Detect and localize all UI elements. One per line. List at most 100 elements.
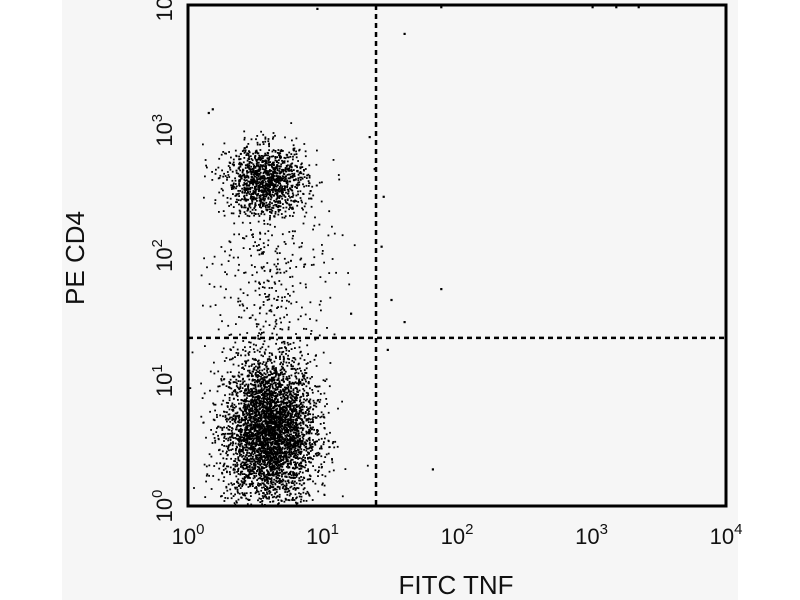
- data-point: [283, 420, 286, 423]
- data-point: [269, 458, 272, 461]
- data-point: [261, 466, 264, 469]
- data-point: [277, 435, 280, 438]
- data-point: [266, 448, 269, 451]
- data-point: [228, 381, 231, 383]
- data-point: [241, 387, 244, 389]
- data-point: [269, 449, 271, 451]
- data-point: [250, 388, 253, 391]
- data-point: [244, 213, 247, 215]
- data-point: [289, 439, 292, 442]
- data-point: [241, 470, 244, 473]
- data-point: [295, 377, 298, 380]
- data-point: [266, 386, 268, 389]
- data-point: [247, 359, 250, 362]
- data-point: [248, 351, 251, 353]
- data-point: [297, 414, 300, 417]
- data-point: [295, 194, 298, 197]
- data-point: [279, 157, 282, 160]
- data-point: [296, 439, 299, 442]
- data-point: [318, 401, 321, 403]
- data-point: [302, 395, 305, 397]
- data-point: [249, 180, 251, 183]
- data-point: [296, 456, 299, 458]
- data-point: [268, 155, 271, 158]
- data-point: [288, 361, 290, 364]
- data-point: [280, 443, 283, 445]
- data-point: [221, 429, 224, 431]
- data-point: [252, 417, 255, 420]
- data-point: [232, 453, 235, 456]
- data-point: [285, 376, 288, 378]
- data-point: [264, 417, 267, 420]
- data-point: [268, 434, 270, 437]
- data-point: [264, 169, 267, 172]
- data-point: [233, 222, 236, 225]
- data-point: [303, 215, 306, 218]
- data-point: [214, 199, 217, 201]
- data-point: [264, 348, 267, 351]
- data-point: [262, 396, 264, 399]
- data-point: [282, 405, 285, 408]
- data-point: [253, 358, 256, 361]
- data-point: [303, 405, 305, 408]
- data-point: [311, 391, 314, 394]
- data-point: [275, 402, 277, 404]
- data-point: [259, 442, 262, 445]
- data-point: [291, 451, 293, 454]
- data-point: [251, 197, 254, 200]
- data-point: [238, 421, 241, 424]
- data-point: [258, 447, 261, 450]
- data-point: [244, 467, 247, 470]
- data-point: [258, 420, 261, 423]
- data-point: [261, 363, 264, 365]
- data-point: [319, 423, 322, 425]
- data-point: [273, 495, 276, 498]
- data-point: [255, 400, 258, 403]
- data-point: [294, 443, 296, 446]
- data-point: [292, 436, 295, 438]
- data-point: [227, 402, 230, 404]
- data-point: [268, 405, 271, 407]
- data-point: [323, 494, 326, 496]
- data-point: [268, 492, 271, 495]
- data-point: [252, 384, 255, 387]
- data-point: [286, 192, 289, 195]
- data-point: [288, 442, 291, 445]
- data-point: [222, 210, 225, 212]
- data-point: [322, 351, 325, 354]
- data-point: [291, 399, 294, 401]
- data-point: [272, 132, 275, 134]
- data-point: [297, 372, 300, 375]
- data-point: [253, 172, 256, 175]
- data-point: [271, 443, 273, 446]
- data-point: [300, 370, 302, 372]
- data-point: [283, 414, 285, 417]
- data-point: [255, 418, 257, 420]
- data-point: [301, 440, 304, 442]
- data-point: [277, 459, 280, 462]
- data-point: [248, 435, 251, 438]
- data-point: [305, 432, 308, 435]
- data-point: [258, 417, 261, 420]
- data-point: [286, 397, 289, 400]
- data-point: [225, 357, 228, 359]
- data-point: [286, 431, 288, 434]
- data-point: [275, 342, 277, 345]
- data-point: [246, 413, 249, 416]
- data-point: [232, 406, 234, 409]
- data-point: [295, 393, 297, 396]
- data-point: [231, 419, 234, 421]
- data-point: [286, 364, 289, 367]
- data-point: [250, 423, 253, 426]
- data-point: [241, 492, 244, 494]
- data-point: [307, 447, 309, 450]
- data-point: [238, 155, 240, 158]
- data-point: [218, 467, 221, 470]
- data-point: [215, 168, 217, 171]
- data-point: [208, 464, 211, 467]
- data-point: [272, 434, 275, 436]
- data-point: [289, 187, 291, 190]
- data-point: [268, 419, 271, 421]
- data-point: [255, 421, 258, 424]
- data-point: [263, 463, 265, 466]
